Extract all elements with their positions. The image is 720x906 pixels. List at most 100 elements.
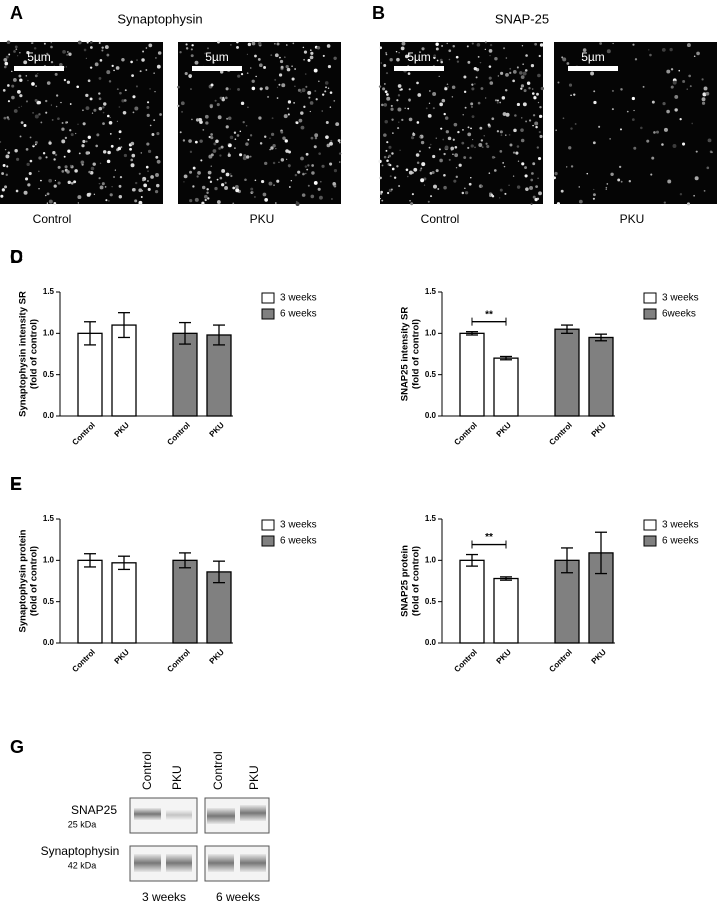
puncta [257,58,261,61]
puncta [389,164,392,167]
panel-label: G [10,737,24,757]
puncta [605,186,608,189]
puncta [486,145,490,149]
puncta [502,112,507,116]
puncta [325,86,327,89]
puncta [408,98,411,102]
puncta [693,194,695,197]
puncta [98,41,101,44]
puncta [539,105,542,109]
puncta [115,66,120,70]
puncta [617,178,621,182]
puncta [303,50,308,54]
puncta [488,65,492,68]
puncta [388,145,392,149]
puncta [666,69,671,74]
puncta [392,132,394,134]
micrograph: 5µm [378,41,544,206]
puncta [234,138,237,141]
y-tick-label: 1.0 [425,328,437,337]
puncta [93,108,97,112]
puncta [121,58,125,62]
puncta [410,136,415,140]
puncta [207,197,210,200]
x-tick-label: PKU [113,647,131,665]
puncta [407,107,410,110]
micrograph: 5µm [177,40,342,206]
puncta [464,106,467,109]
puncta [478,143,483,147]
puncta [77,40,82,45]
puncta [279,59,284,64]
puncta [530,178,534,182]
puncta [64,136,68,140]
puncta [102,150,107,154]
puncta [89,66,93,69]
puncta [612,42,614,45]
puncta [282,136,286,140]
puncta [113,176,115,178]
puncta [586,172,589,175]
y-tick-label: 0.0 [425,411,437,420]
puncta [181,110,184,113]
puncta [66,121,68,123]
puncta [380,62,382,64]
puncta [19,78,23,82]
puncta [46,202,49,204]
puncta [398,121,400,123]
bar [493,357,519,417]
puncta [18,74,22,78]
puncta [201,185,206,190]
puncta [146,101,150,104]
puncta [458,163,462,167]
puncta [305,152,309,156]
puncta [7,151,11,155]
puncta [448,58,451,61]
error-bar [118,312,130,339]
puncta [42,152,46,155]
puncta [225,87,229,91]
puncta [236,134,240,137]
puncta [120,146,123,149]
puncta [224,181,227,184]
puncta [121,99,125,103]
puncta [44,194,47,197]
puncta [135,85,138,88]
puncta [14,45,18,49]
puncta [553,176,556,180]
legend-swatch [643,519,657,531]
puncta [525,187,529,191]
puncta [497,75,500,77]
puncta [55,94,59,97]
puncta [85,106,90,111]
puncta [318,195,323,200]
puncta [6,165,9,168]
puncta [8,53,11,56]
puncta [60,101,62,104]
puncta [195,118,200,122]
puncta [147,180,149,182]
puncta [210,165,212,167]
puncta [390,188,393,191]
puncta [463,75,467,79]
puncta [467,132,472,137]
y-axis-label: (fold of control) [411,546,422,616]
puncta [180,101,185,106]
y-tick-label: 0.0 [43,411,55,420]
puncta [228,152,230,155]
puncta [156,183,160,188]
puncta [381,164,384,167]
y-tick-label: 0.5 [425,597,437,606]
bar [554,328,580,417]
puncta [443,173,446,177]
puncta [33,47,37,50]
puncta [316,45,321,50]
puncta [59,63,63,67]
micrograph: 5µm [0,40,163,205]
puncta [136,59,138,62]
puncta [275,202,277,204]
puncta [672,144,677,148]
puncta [397,127,400,130]
x-tick-label: PKU [113,420,131,438]
puncta [512,69,517,74]
